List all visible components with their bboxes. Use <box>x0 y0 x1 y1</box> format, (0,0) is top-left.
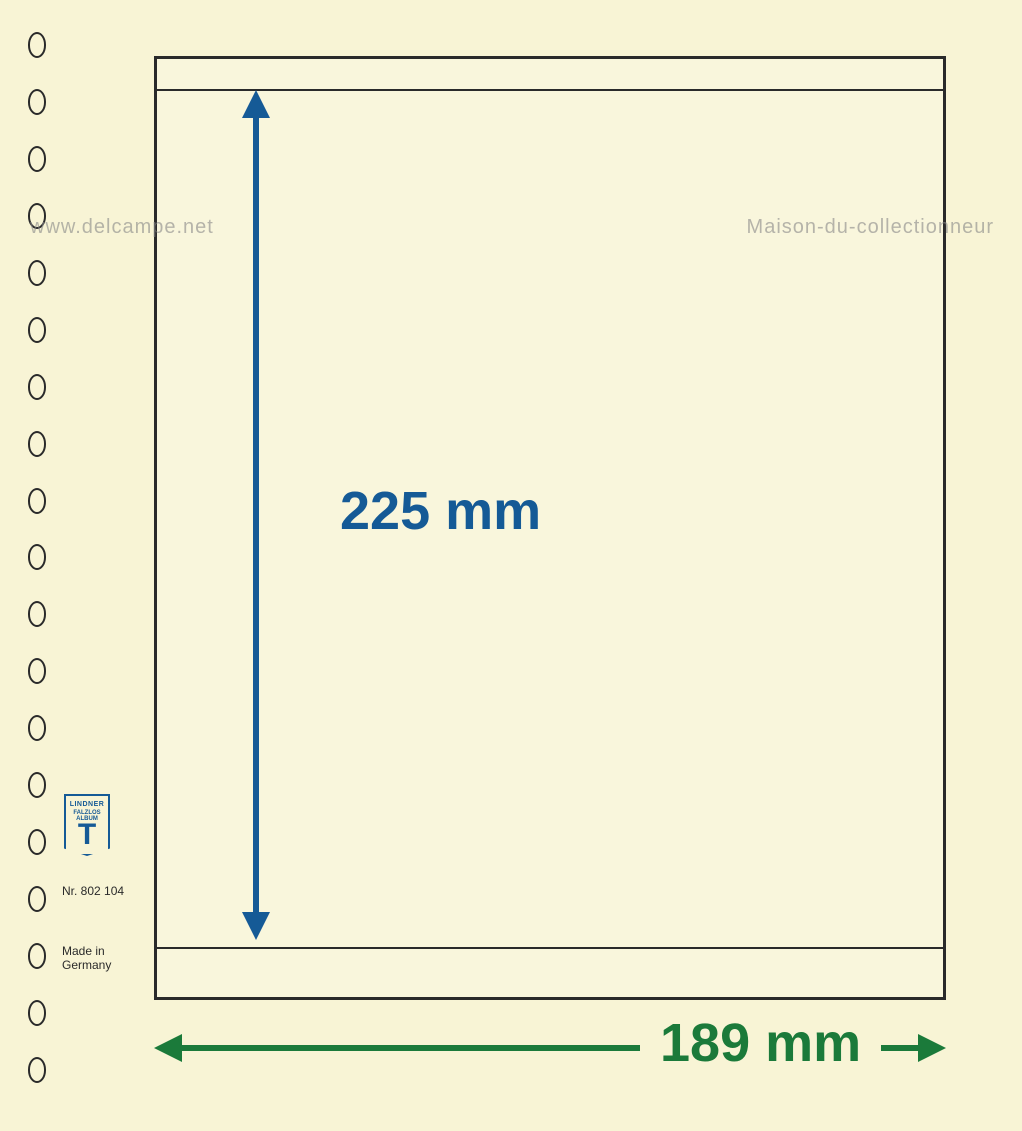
main-frame <box>154 56 946 1000</box>
binder-hole <box>28 260 46 286</box>
binder-hole <box>28 317 46 343</box>
arrowhead-left-icon <box>154 1034 182 1062</box>
binder-hole <box>28 658 46 684</box>
binder-hole <box>28 1000 46 1026</box>
binder-hole <box>28 374 46 400</box>
upper-divider <box>157 89 943 91</box>
binder-hole <box>28 1057 46 1083</box>
binder-hole <box>28 829 46 855</box>
binder-hole <box>28 544 46 570</box>
product-number: Nr. 802 104 <box>62 884 124 898</box>
binder-hole <box>28 601 46 627</box>
watermark-right: Maison-du-collectionneur <box>747 216 994 239</box>
arrowhead-up-icon <box>242 90 270 118</box>
watermark-left: www.delcampe.net <box>30 216 214 239</box>
binder-hole <box>28 32 46 58</box>
binder-hole <box>28 146 46 172</box>
arrowhead-right-icon <box>918 1034 946 1062</box>
made-in-label: Made in Germany <box>62 944 111 972</box>
badge-letter: T <box>78 823 96 847</box>
height-dimension-arrow <box>242 90 270 940</box>
binder-holes <box>28 32 58 1083</box>
album-page-diagram: 225 mm 189 mm www.delcampe.net Maison-du… <box>0 0 1022 1131</box>
height-dimension-label: 225 mm <box>340 480 541 542</box>
binder-hole <box>28 943 46 969</box>
binder-hole <box>28 488 46 514</box>
lower-divider <box>157 947 943 949</box>
binder-hole <box>28 772 46 798</box>
arrowhead-down-icon <box>242 912 270 940</box>
binder-hole <box>28 89 46 115</box>
brand-badge: LINDNER FALZLOS ALBUM T <box>64 794 110 856</box>
badge-brand: LINDNER <box>70 801 105 808</box>
binder-hole <box>28 431 46 457</box>
binder-hole <box>28 886 46 912</box>
width-dimension-label: 189 mm <box>640 1012 881 1074</box>
binder-hole <box>28 715 46 741</box>
height-arrow-shaft <box>253 118 259 912</box>
